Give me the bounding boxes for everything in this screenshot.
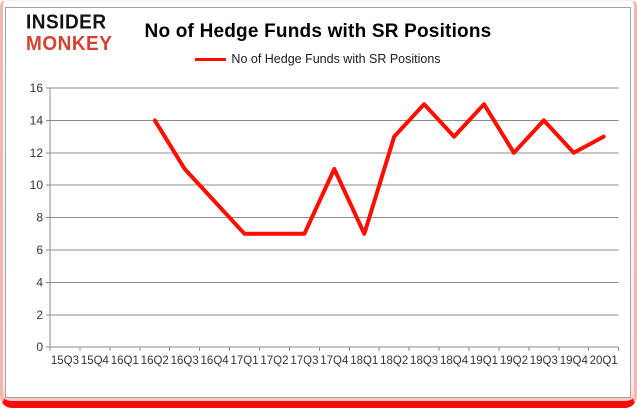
svg-text:14: 14 <box>30 113 44 127</box>
svg-text:16Q2: 16Q2 <box>141 355 169 367</box>
svg-text:19Q4: 19Q4 <box>560 355 589 367</box>
svg-text:19Q3: 19Q3 <box>530 355 558 367</box>
legend: No of Hedge Funds with SR Positions <box>6 52 630 66</box>
svg-text:19Q2: 19Q2 <box>500 355 528 367</box>
svg-text:16Q4: 16Q4 <box>201 355 230 367</box>
svg-text:6: 6 <box>36 243 43 257</box>
svg-text:18Q4: 18Q4 <box>440 355 469 367</box>
insider-monkey-logo: INSIDER MONKEY <box>26 12 112 54</box>
svg-text:4: 4 <box>36 275 43 289</box>
svg-text:18Q3: 18Q3 <box>410 355 438 367</box>
svg-text:16: 16 <box>30 81 44 95</box>
svg-text:8: 8 <box>36 211 43 225</box>
chart-title: No of Hedge Funds with SR Positions <box>144 21 492 42</box>
svg-text:17Q4: 17Q4 <box>320 355 349 367</box>
svg-text:15Q3: 15Q3 <box>51 355 79 367</box>
logo-word-monkey: MONKEY <box>26 32 113 56</box>
svg-text:19Q1: 19Q1 <box>470 355 498 367</box>
svg-text:17Q2: 17Q2 <box>260 355 288 367</box>
svg-text:2: 2 <box>36 308 43 322</box>
svg-text:10: 10 <box>30 178 44 192</box>
svg-text:15Q4: 15Q4 <box>81 355 110 367</box>
legend-line-swatch <box>195 57 227 61</box>
svg-text:0: 0 <box>36 340 43 354</box>
legend-label: No of Hedge Funds with SR Positions <box>231 52 441 66</box>
svg-text:17Q1: 17Q1 <box>230 355 258 367</box>
svg-text:20Q1: 20Q1 <box>590 355 618 367</box>
svg-text:16Q1: 16Q1 <box>111 355 139 367</box>
svg-text:16Q3: 16Q3 <box>171 355 199 367</box>
svg-text:12: 12 <box>30 146 44 160</box>
series-line <box>152 102 606 236</box>
svg-text:18Q1: 18Q1 <box>350 355 378 367</box>
svg-text:18Q2: 18Q2 <box>380 355 408 367</box>
svg-text:17Q3: 17Q3 <box>290 355 318 367</box>
logo-word-insider: INSIDER <box>26 11 107 35</box>
chart-canvas: INSIDER MONKEY No of Hedge Funds with SR… <box>5 7 631 398</box>
